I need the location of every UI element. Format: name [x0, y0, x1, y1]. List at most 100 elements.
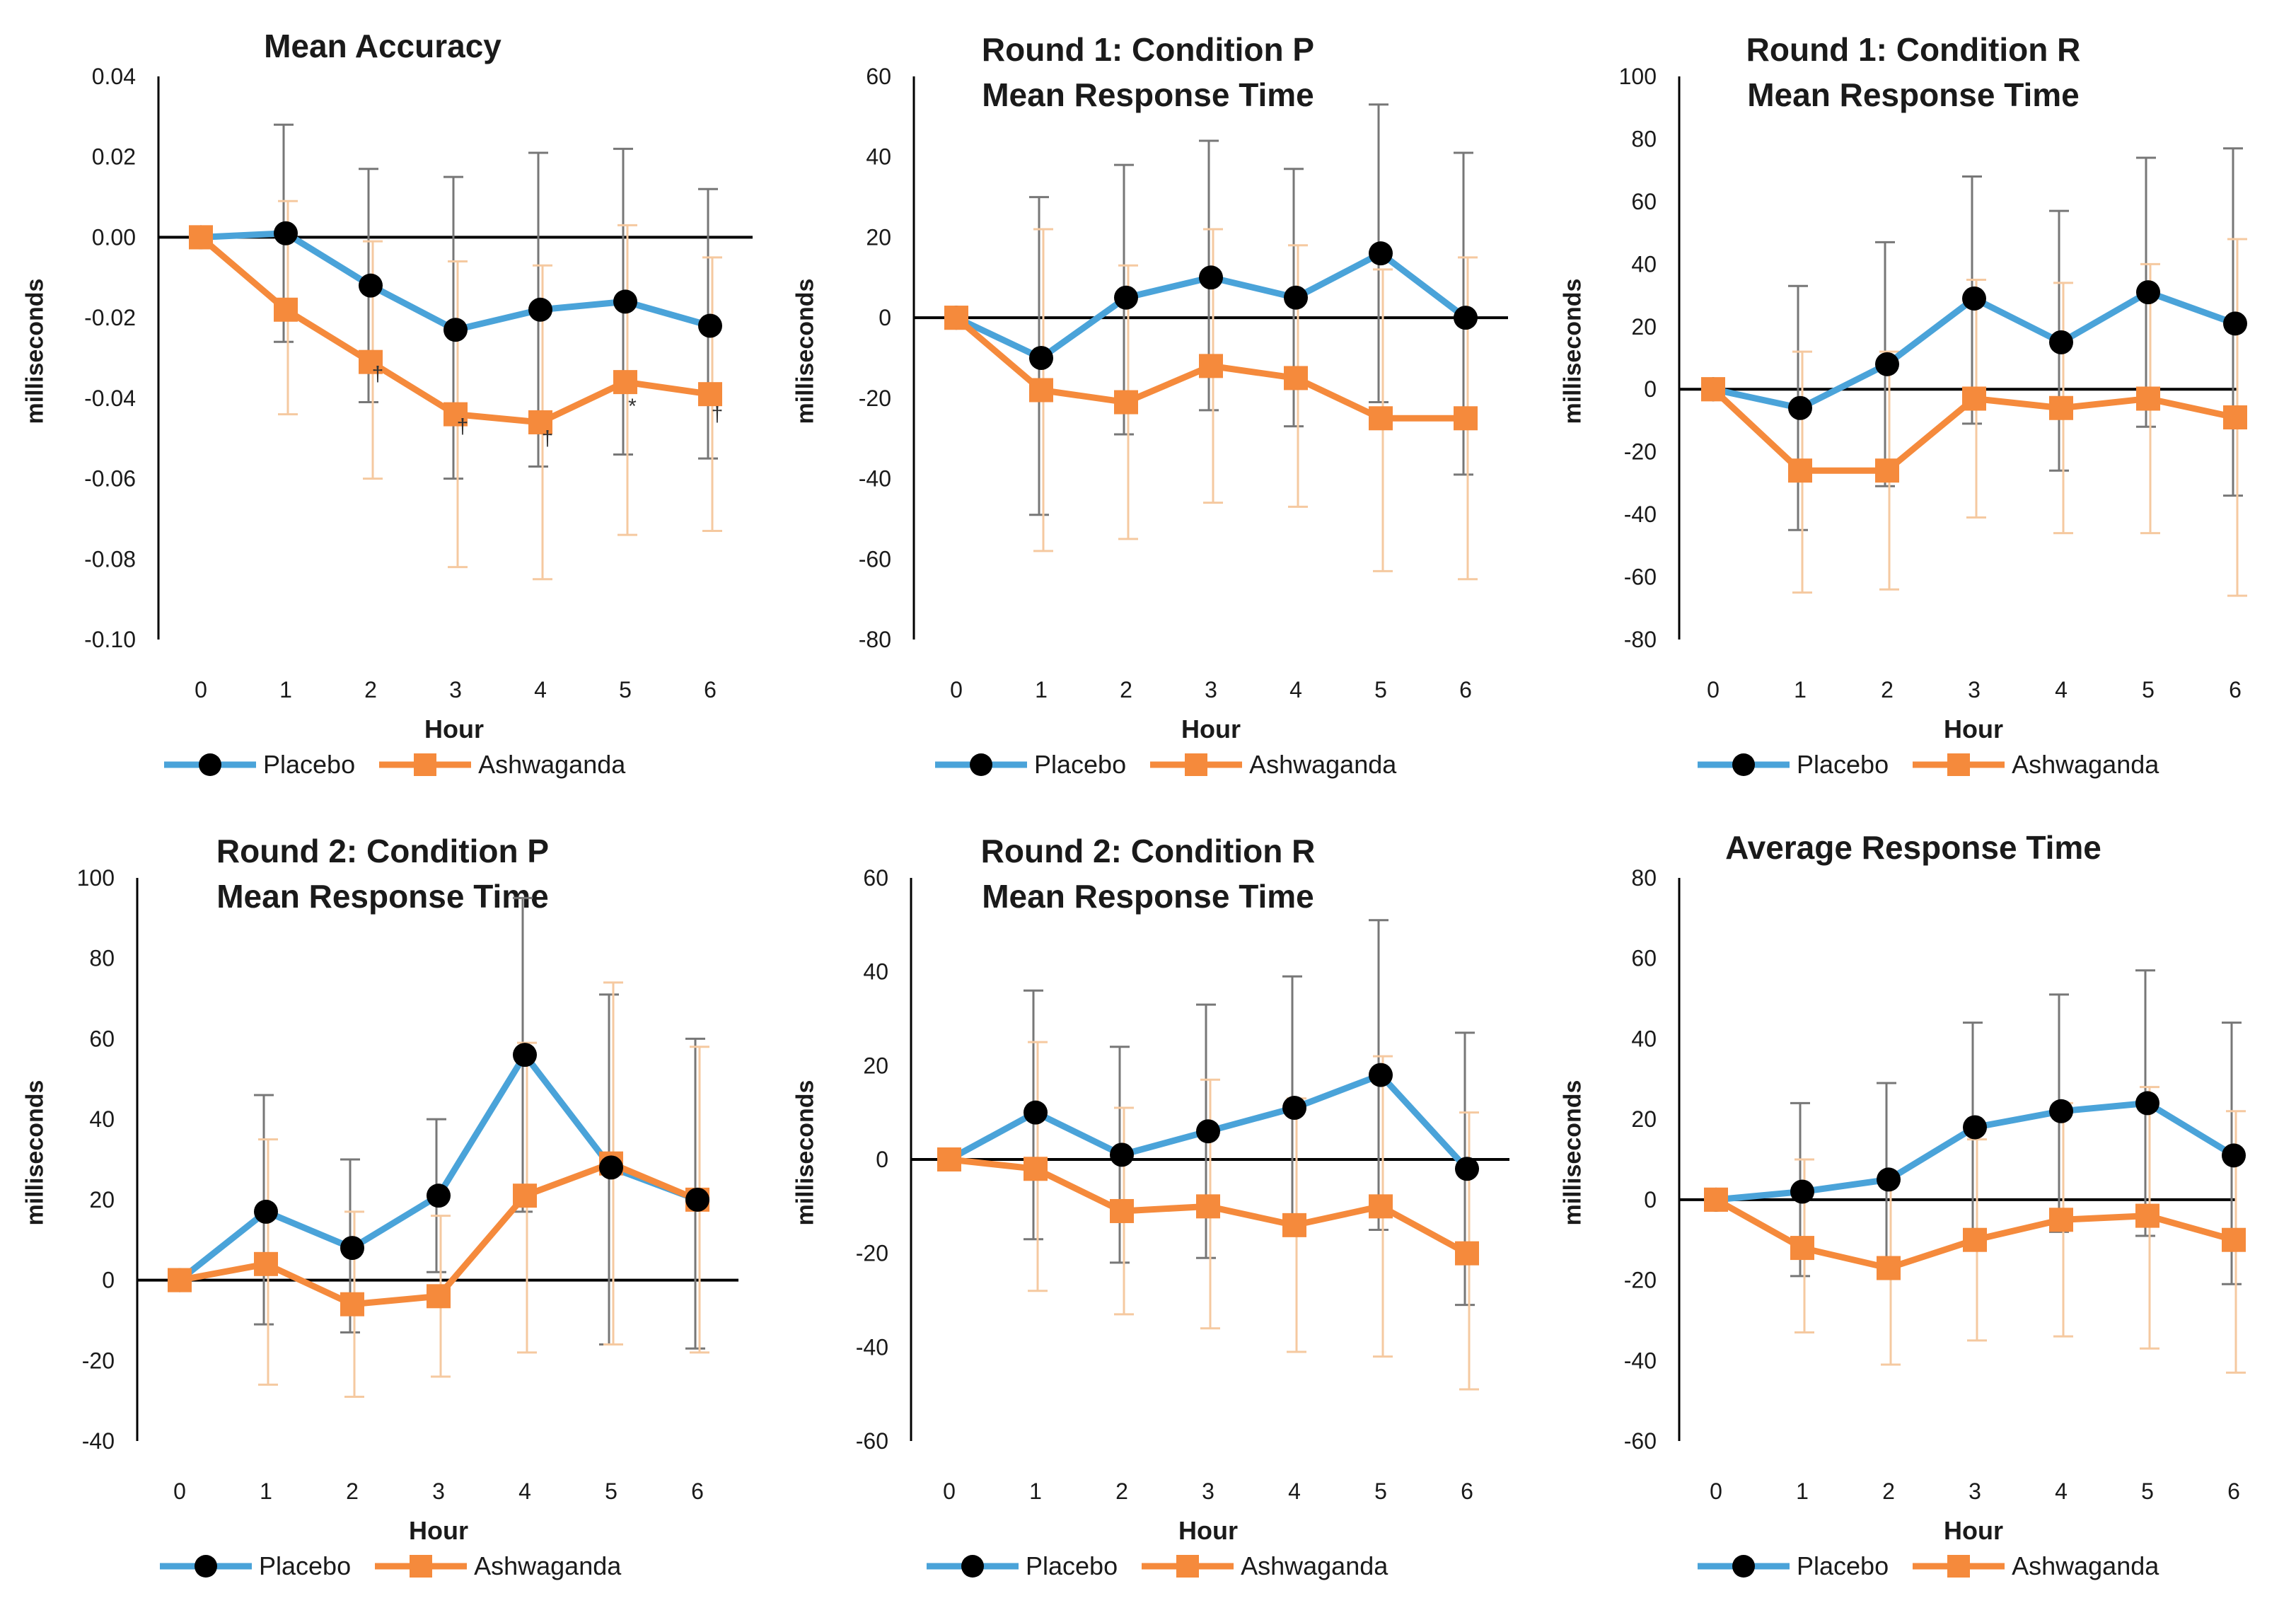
x-tick-label: 0	[173, 1478, 186, 1504]
y-tick-label: 0	[876, 1147, 888, 1172]
data-point-placebo	[1114, 285, 1138, 310]
data-point-ashwaganda	[359, 349, 383, 374]
data-point-ashwaganda	[513, 1184, 537, 1208]
data-point-ashwaganda	[937, 1147, 961, 1171]
chart-title: Mean Accuracy	[264, 28, 501, 64]
legend-item-ashwaganda: Ashwaganda	[1150, 750, 1396, 780]
x-tick-label: 4	[534, 677, 547, 702]
legend: Placebo Ashwaganda	[1698, 1549, 2183, 1584]
data-point-ashwaganda	[1455, 1241, 1479, 1266]
x-tick-label: 0	[950, 677, 963, 702]
data-point-placebo	[528, 297, 552, 322]
data-point-placebo	[1877, 1167, 1901, 1192]
data-point-ashwaganda	[1790, 1236, 1814, 1261]
legend-label-placebo: Placebo	[259, 1551, 352, 1580]
x-axis-label: Hour	[409, 1516, 468, 1545]
data-point-placebo	[1110, 1142, 1134, 1167]
data-point-placebo	[359, 273, 383, 298]
x-tick-label: 1	[260, 1478, 272, 1504]
legend: Placebo Ashwaganda	[164, 747, 649, 782]
legend-label-ashwaganda: Ashwaganda	[1241, 1551, 1388, 1580]
legend-label-ashwaganda: Ashwaganda	[478, 750, 626, 779]
y-tick-label: 60	[1631, 189, 1657, 214]
x-tick-label: 3	[449, 677, 462, 702]
data-point-ashwaganda	[613, 370, 637, 395]
data-point-placebo	[1369, 1063, 1393, 1087]
plot-area: 60 40 20 0 -20 -40 -60 0 1 2 3 4 5 6	[856, 865, 1509, 1504]
x-tick-label: 3	[1202, 1478, 1214, 1504]
x-tick-label: 1	[1796, 1478, 1809, 1504]
data-point-placebo	[443, 318, 468, 342]
data-point-placebo	[1284, 285, 1308, 310]
chart-title: Round 2: Condition P Mean Response Time	[216, 833, 550, 915]
legend: Placebo Ashwaganda	[160, 1549, 645, 1584]
data-point-ashwaganda	[698, 382, 722, 407]
data-point-placebo	[1454, 306, 1478, 330]
data-point-ashwaganda	[1875, 458, 1899, 483]
x-tick-label: 2	[1881, 677, 1894, 702]
x-tick-label: 5	[605, 1478, 618, 1504]
y-tick-label: -40	[82, 1428, 115, 1454]
plot-area: 80 60 40 20 0 -20 -40 -60 0 1 2 3 4 5 6	[1624, 865, 2246, 1504]
y-tick-label: 0.02	[92, 144, 136, 170]
plot-area: 60 40 20 0 -20 -40 -60 -80 0 1 2 3 4 5 6	[859, 64, 1508, 702]
x-tick-label: 6	[704, 677, 717, 702]
y-tick-label: 80	[89, 946, 115, 971]
x-tick-label: 5	[619, 677, 632, 702]
significance-marker: †	[457, 415, 469, 439]
legend-item-ashwaganda: Ashwaganda	[379, 750, 625, 780]
legend-marker-placebo	[1698, 1555, 1790, 1578]
plot-area: 100 80 60 40 20 0 -20 -40 -60 -80 0 1 2 3 4 5 6	[1619, 64, 2247, 702]
legend-marker-ashwaganda	[379, 753, 472, 776]
data-point-ashwaganda	[528, 410, 552, 434]
data-point-ashwaganda	[1369, 1194, 1393, 1219]
x-axis-label: Hour	[424, 714, 484, 743]
plot-area: 0.04 0.02 0.00 -0.02 -0.04 -0.06 -0.08 -0.10 0 1 2…	[84, 64, 753, 702]
x-tick-label: 5	[1374, 1478, 1387, 1504]
y-tick-label: -40	[1624, 1348, 1657, 1373]
x-tick-label: 2	[1115, 1478, 1128, 1504]
y-tick-label: -20	[1624, 439, 1657, 465]
x-tick-label: 5	[1374, 677, 1387, 702]
data-point-ashwaganda	[274, 297, 298, 322]
x-tick-label: 0	[195, 677, 207, 702]
data-point-ashwaganda	[1196, 1194, 1220, 1219]
y-tick-label: 60	[1631, 946, 1657, 971]
data-point-placebo	[2136, 280, 2160, 305]
data-point-ashwaganda	[1962, 386, 1986, 411]
data-point-ashwaganda	[2223, 405, 2247, 430]
data-point-placebo	[1369, 241, 1393, 266]
x-tick-label: 4	[1288, 1478, 1301, 1504]
y-tick-label: 80	[1631, 126, 1657, 151]
legend-label-ashwaganda: Ashwaganda	[2012, 750, 2159, 779]
data-point-ashwaganda	[1877, 1256, 1901, 1280]
legend-marker-placebo	[164, 753, 256, 776]
y-tick-label: -0.06	[84, 466, 136, 492]
x-tick-label: 0	[1707, 677, 1720, 702]
y-tick-label: 40	[89, 1106, 115, 1132]
y-tick-label: 40	[863, 959, 888, 985]
data-point-ashwaganda	[2049, 1208, 2073, 1232]
chart-panel-average-response-time: Average Response Time milliseconds 80 60 4…	[1531, 802, 2296, 1603]
data-point-placebo	[2223, 311, 2247, 336]
y-tick-label: -20	[82, 1348, 115, 1373]
legend-marker-placebo	[935, 753, 1027, 776]
data-point-ashwaganda	[254, 1251, 278, 1276]
y-tick-label: 20	[1631, 314, 1657, 340]
data-point-placebo	[1963, 1115, 1987, 1140]
y-tick-label: -20	[1624, 1268, 1657, 1293]
legend-marker-ashwaganda	[1150, 753, 1243, 776]
y-tick-label: 0.04	[92, 64, 136, 89]
data-point-placebo	[1455, 1157, 1479, 1181]
y-tick-label: 60	[863, 865, 888, 891]
legend-item-placebo: Placebo	[927, 1551, 1118, 1581]
x-axis-label: Hour	[1181, 714, 1241, 743]
y-tick-label: -40	[859, 466, 891, 492]
legend-label-ashwaganda: Ashwaganda	[474, 1551, 622, 1580]
y-tick-label: 20	[866, 224, 891, 250]
data-point-ashwaganda	[2136, 386, 2160, 411]
data-point-placebo	[254, 1199, 278, 1224]
data-point-ashwaganda	[1788, 458, 1812, 483]
data-point-ashwaganda	[2222, 1227, 2246, 1252]
legend-item-placebo: Placebo	[160, 1551, 351, 1581]
